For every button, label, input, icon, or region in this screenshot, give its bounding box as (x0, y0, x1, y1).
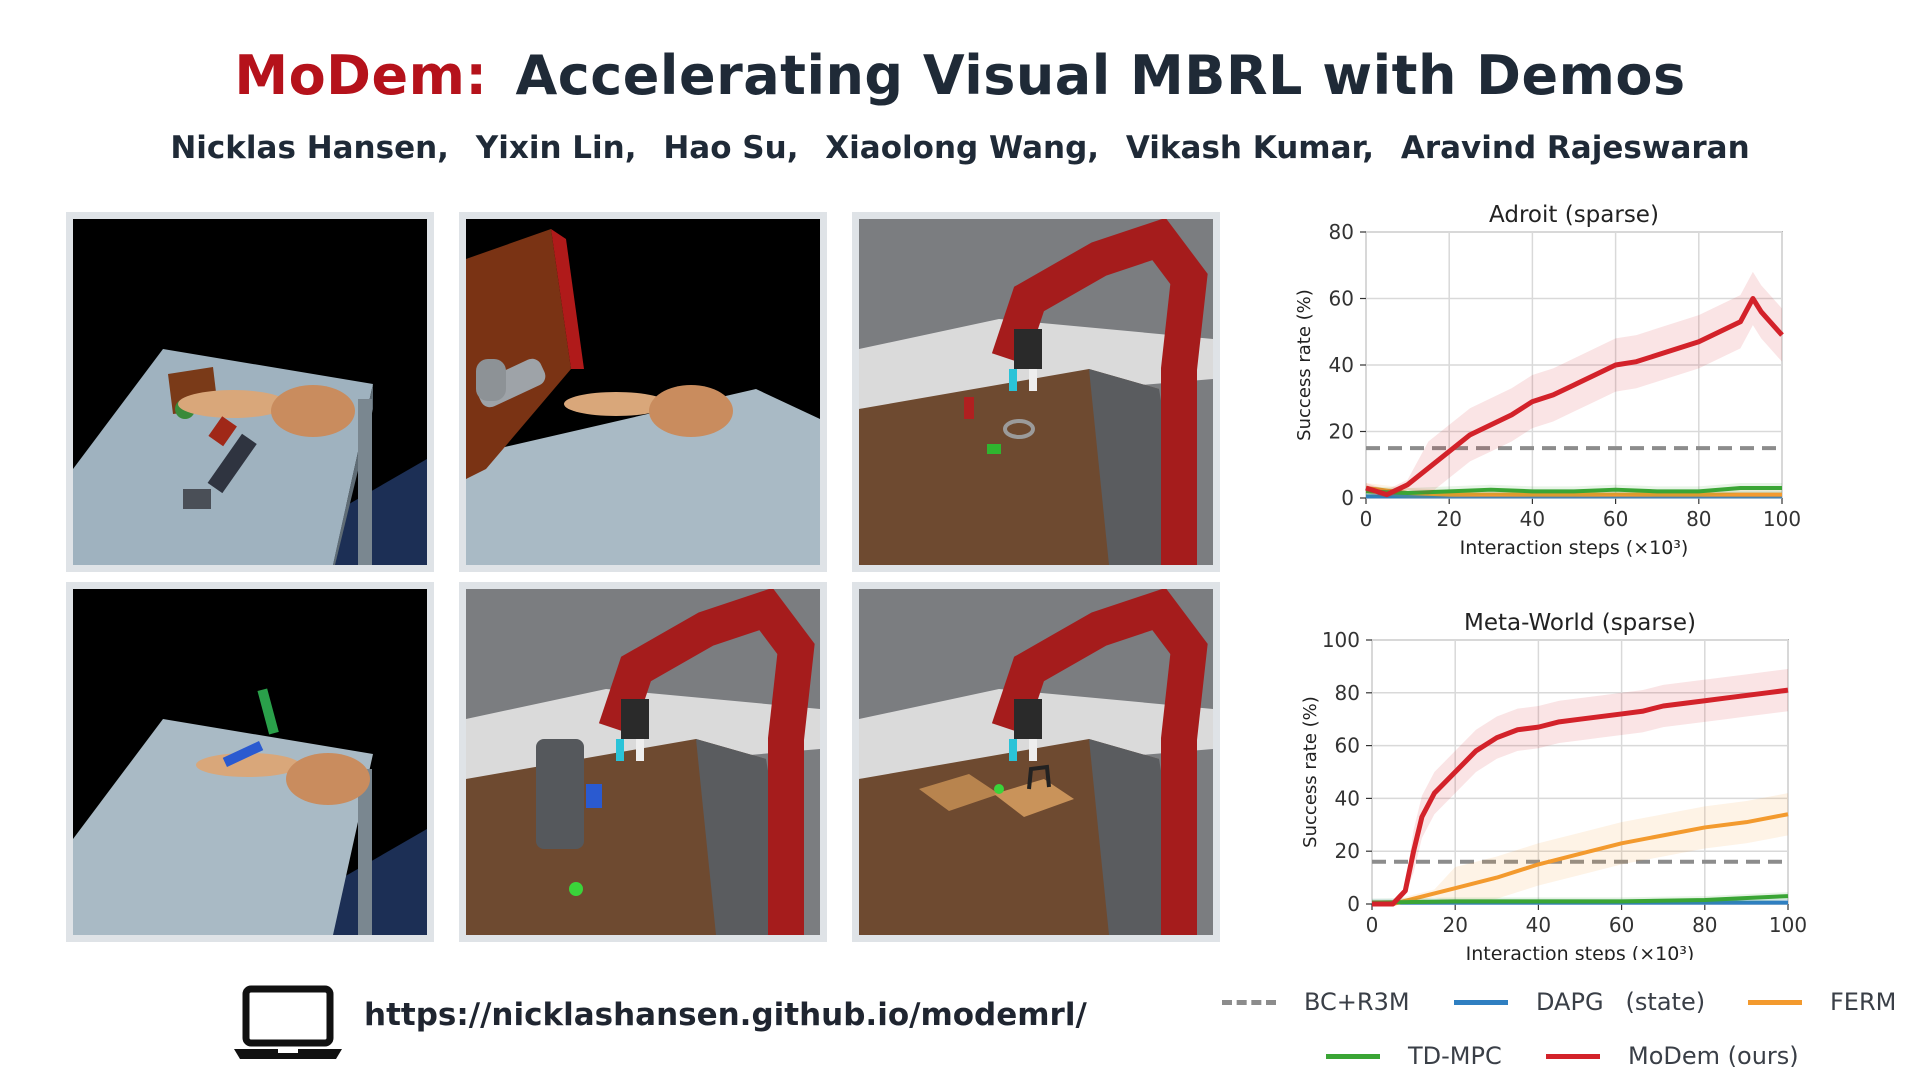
adroit-pen-image (73, 589, 427, 935)
legend-label: MoDem (ours) (1628, 1042, 1799, 1070)
metaworld-coffee-image (466, 589, 820, 935)
series-line-ferm (1372, 812, 1789, 906)
task-image-grid (66, 212, 1220, 952)
y-tick-label: 0 (1341, 486, 1354, 510)
legend-suffix: (state) (1625, 988, 1706, 1016)
x-tick-label: 0 (1366, 913, 1379, 937)
chart-title: Meta-World (sparse) (1464, 610, 1696, 636)
legend-swatch (1454, 999, 1508, 1005)
x-axis-label: Interaction steps (×10³) (1466, 943, 1695, 960)
author: Aravind Rajeswaran (1400, 130, 1750, 166)
legend-label: FERM (1830, 988, 1897, 1016)
y-tick-label: 80 (1329, 220, 1354, 244)
task-tile-adroit-hammer (66, 212, 434, 572)
x-axis-label: Interaction steps (×10³) (1460, 537, 1689, 559)
chart-title: Adroit (sparse) (1489, 202, 1659, 228)
chart-metaworld-svg: 0 20 40 60 80 100 0 20 40 60 80 100 Meta-World (spar… (1300, 610, 1807, 965)
legend-swatch (1222, 999, 1276, 1005)
series-line-modem-ours- (1365, 296, 1784, 498)
task-tile-metaworld-peg (852, 212, 1220, 572)
legend-item-modem: MoDem (ours) (1546, 1039, 1799, 1073)
series-band (1372, 669, 1788, 904)
author: Xiaolong Wang, (825, 130, 1100, 166)
author: Nicklas Hansen, (170, 130, 449, 166)
legend-swatch (1748, 999, 1802, 1005)
y-axis-label: Success rate (%) (1294, 289, 1315, 441)
author: Vikash Kumar, (1125, 130, 1375, 166)
x-tick-label: 0 (1360, 507, 1373, 531)
legend-label: TD-MPC (1408, 1042, 1502, 1070)
x-tick-label: 100 (1769, 913, 1806, 937)
legend-item-ferm: FERM (1748, 985, 1896, 1019)
y-tick-label: 60 (1335, 734, 1360, 758)
y-tick-label: 40 (1335, 786, 1360, 810)
x-tick-label: 80 (1692, 913, 1717, 937)
series-band (1372, 793, 1788, 904)
author-list: Nicklas Hansen, Yixin Lin, Hao Su, Xiaol… (0, 130, 1920, 166)
legend-label: DAPG (1536, 988, 1604, 1016)
page-title: MoDem: Accelerating Visual MBRL with Demo… (0, 44, 1920, 107)
y-tick-label: 0 (1347, 892, 1360, 916)
y-tick-label: 20 (1329, 420, 1354, 444)
y-tick-label: 20 (1335, 839, 1360, 863)
x-tick-label: 80 (1686, 507, 1711, 531)
y-tick-label: 100 (1322, 628, 1360, 652)
task-tile-adroit-pen (66, 582, 434, 942)
task-tile-metaworld-bin (852, 582, 1220, 942)
series-line-td-mpc (1371, 894, 1789, 905)
task-tile-adroit-door (459, 212, 827, 572)
y-tick-label: 40 (1329, 353, 1354, 377)
adroit-door-image (466, 219, 820, 565)
x-tick-label: 40 (1526, 913, 1551, 937)
title-brand: MoDem: (234, 44, 488, 107)
x-tick-label: 100 (1763, 507, 1801, 531)
metaworld-peg-image (859, 219, 1213, 565)
laptop-icon (234, 985, 342, 1059)
chart-legend: BC+R3M DAPG (state) FERM TD-MPC MoDem (o… (1210, 985, 1920, 1080)
x-tick-label: 20 (1442, 913, 1467, 937)
author: Yixin Lin, (475, 130, 637, 166)
metaworld-bin-image (859, 589, 1213, 935)
title-rest: Accelerating Visual MBRL with Demos (515, 44, 1686, 107)
y-axis-label: Success rate (%) (1300, 696, 1321, 848)
chart-metaworld: 0 20 40 60 80 100 0 20 40 60 80 100 Meta-World (spar… (1286, 600, 1807, 965)
chart-adroit: 0 20 40 60 80 100 0 20 40 60 80 Adroit (sparse) Inte… (1286, 196, 1806, 568)
x-tick-label: 40 (1520, 507, 1545, 531)
series-line-modem-ours- (1372, 687, 1789, 907)
legend-label: BC+R3M (1304, 988, 1410, 1016)
y-tick-label: 80 (1335, 681, 1360, 705)
x-tick-label: 60 (1609, 913, 1634, 937)
author: Hao Su, (663, 130, 799, 166)
legend-swatch (1546, 1053, 1600, 1059)
x-tick-label: 60 (1603, 507, 1628, 531)
x-tick-label: 20 (1436, 507, 1461, 531)
legend-item-td-mpc: TD-MPC (1326, 1039, 1502, 1073)
adroit-hammer-image (73, 219, 427, 565)
website-url[interactable]: https://nicklashansen.github.io/modemrl/ (364, 997, 1087, 1033)
task-tile-metaworld-coffee (459, 582, 827, 942)
website-link[interactable]: https://nicklashansen.github.io/modemrl/ (232, 985, 1087, 1065)
legend-item-bc-r3m: BC+R3M (1222, 985, 1410, 1019)
chart-adroit-svg: 0 20 40 60 80 100 0 20 40 60 80 Adroit (sparse) Inte… (1294, 202, 1801, 559)
legend-item-dapg: DAPG (state) (1454, 985, 1705, 1019)
y-tick-label: 60 (1329, 287, 1354, 311)
series-line-td-mpc (1365, 486, 1782, 496)
legend-swatch (1326, 1053, 1380, 1059)
